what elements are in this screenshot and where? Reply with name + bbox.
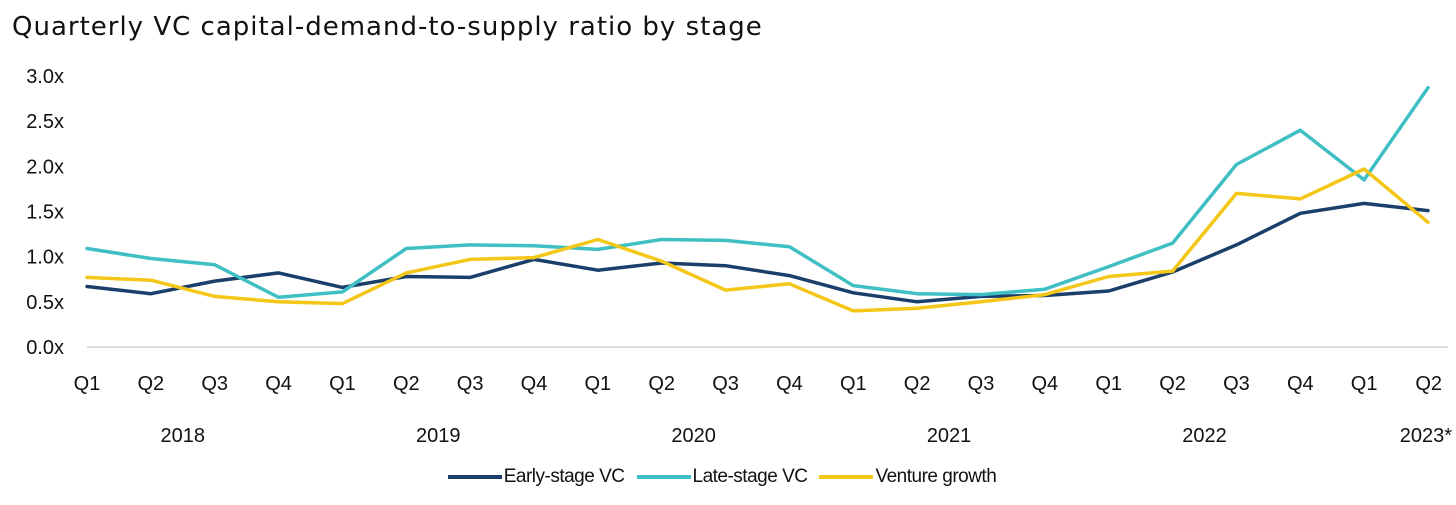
legend-item-venture-growth: Venture growth — [819, 466, 997, 488]
series-line-venture-growth — [85, 167, 1430, 313]
x-tick-label: Q3 — [1223, 373, 1250, 395]
legend-label-early-stage: Early-stage VC — [503, 466, 625, 487]
series-line-late-stage-vc — [85, 85, 1430, 300]
x-tick-label: Q3 — [457, 373, 484, 395]
x-tick-label: Q4 — [265, 373, 292, 395]
x-tick-label: Q3 — [201, 373, 228, 395]
x-year-label: 2022 — [1182, 425, 1227, 447]
y-tick-label: 3.0x — [26, 66, 64, 88]
legend-label-late-stage: Late-stage VC — [692, 466, 808, 487]
x-year-label: 2019 — [416, 425, 461, 447]
x-tick-label: Q3 — [968, 373, 995, 395]
x-year-label: 2018 — [161, 425, 206, 447]
x-tick-label: Q1 — [840, 373, 867, 395]
legend-swatch-late-stage — [636, 475, 691, 479]
x-tick-label: Q4 — [521, 373, 548, 395]
series-lines — [85, 85, 1430, 313]
x-tick-label: Q1 — [1351, 373, 1378, 395]
legend-swatch-early-stage — [447, 475, 502, 479]
y-tick-label: 2.5x — [26, 111, 64, 133]
x-year-label: 2021 — [927, 425, 972, 447]
y-tick-label: 0.0x — [26, 337, 64, 359]
x-tick-label: Q2 — [393, 373, 420, 395]
legend-label-venture-growth: Venture growth — [875, 466, 997, 487]
x-tick-label: Q2 — [1159, 373, 1186, 395]
x-year-label: 2020 — [671, 425, 716, 447]
y-tick-label: 0.5x — [26, 292, 64, 314]
y-tick-label: 1.5x — [26, 202, 64, 224]
x-tick-label: Q2 — [1415, 373, 1442, 395]
x-axis-year-labels: 2018 2019 2020 2021 2022 2023* — [161, 425, 1453, 447]
y-tick-label: 1.0x — [26, 247, 64, 269]
x-tick-label: Q1 — [585, 373, 612, 395]
x-tick-label: Q2 — [138, 373, 165, 395]
x-tick-label: Q3 — [712, 373, 739, 395]
x-tick-label: Q1 — [329, 373, 356, 395]
x-tick-label: Q2 — [648, 373, 675, 395]
legend-item-early-stage: Early-stage VC — [447, 466, 625, 488]
legend-item-late-stage: Late-stage VC — [636, 466, 808, 488]
y-axis-tick-labels: 0.0x 0.5x 1.0x 1.5x 2.0x 2.5x 3.0x — [26, 66, 64, 359]
x-tick-label: Q4 — [776, 373, 803, 395]
x-year-label: 2023* — [1400, 425, 1452, 447]
x-tick-label: Q4 — [1032, 373, 1059, 395]
x-axis-quarter-labels: Q1 Q2 Q3 Q4 Q1 Q2 Q3 Q4 Q1 Q2 Q3 Q4 Q1 Q2 Q3 Q4 Q1 Q2 Q3 Q4… — [74, 373, 1442, 395]
x-tick-label: Q4 — [1287, 373, 1314, 395]
legend-swatch-venture-growth — [819, 475, 874, 479]
series-line-early-stage-vc — [85, 201, 1430, 304]
legend: Early-stage VC Late-stage VC Venture gro… — [0, 462, 1456, 492]
chart-title: Quarterly VC capital-demand-to-supply ra… — [12, 12, 763, 42]
x-tick-label: Q1 — [74, 373, 101, 395]
x-tick-label: Q1 — [1095, 373, 1122, 395]
x-tick-label: Q2 — [904, 373, 931, 395]
y-tick-label: 2.0x — [26, 156, 64, 178]
